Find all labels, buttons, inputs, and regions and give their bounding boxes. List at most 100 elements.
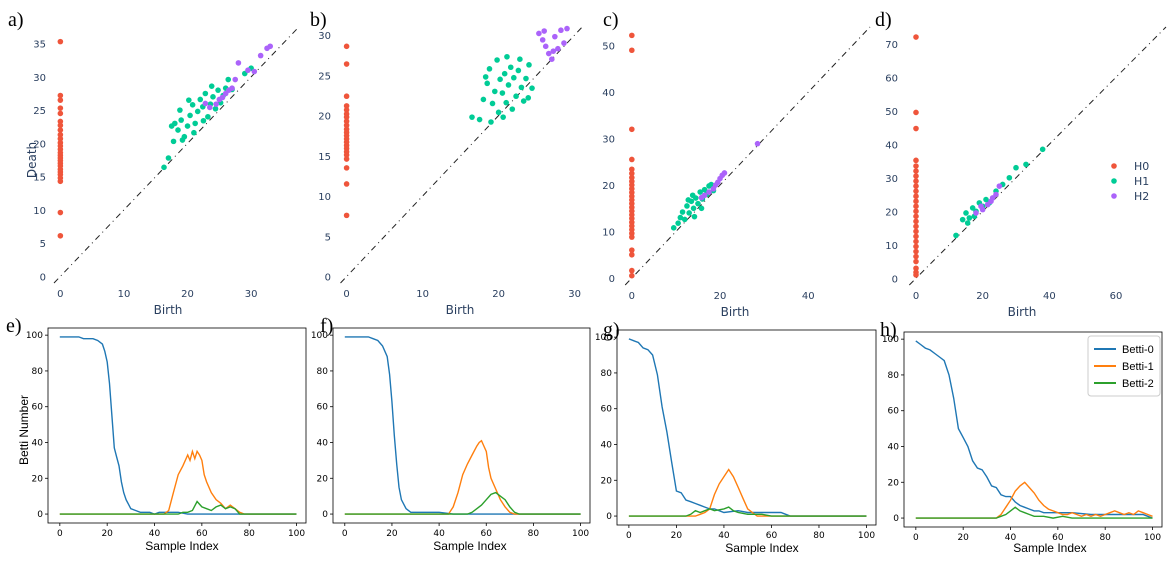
panel-letter: g) [603, 319, 620, 341]
y-tick-label: 15 [318, 152, 331, 163]
y-tick-label: 80 [317, 367, 329, 377]
point-h0 [343, 61, 350, 67]
panel-d: d) 0 20 40 60 0 10 20 30 40 50 60 70 Birth H0 H1 H2 [875, 9, 1167, 319]
point-h1 [469, 114, 475, 120]
point-h1 [690, 205, 697, 212]
point-h0 [343, 165, 350, 171]
panel-letter: e) [6, 315, 22, 337]
point-h0 [913, 203, 919, 210]
point-h0 [913, 188, 919, 194]
y-tick-label: 60 [885, 73, 898, 84]
point-h0 [57, 105, 64, 111]
point-h0 [629, 251, 635, 258]
point-h0 [629, 47, 635, 54]
y-tick-label: 100 [882, 335, 899, 345]
point-h2 [206, 104, 213, 111]
point-h0 [913, 213, 919, 220]
x-tick-label: 80 [528, 529, 540, 539]
point-h1 [197, 96, 204, 103]
point-h1 [1013, 164, 1019, 171]
point-h2 [257, 52, 264, 59]
legend-box [1087, 335, 1161, 397]
point-h1 [504, 53, 510, 60]
y-tick-label: 0 [37, 510, 43, 520]
point-h1 [187, 112, 193, 119]
legend-label: H0 [1134, 160, 1149, 173]
y-tick-label: 20 [33, 139, 46, 150]
y-tick-label: 0 [40, 272, 46, 283]
point-h2 [988, 198, 994, 205]
y-tick-label: 5 [40, 239, 46, 250]
diagonal-line [624, 26, 871, 286]
panel-letter: c) [603, 9, 619, 31]
point-h1 [689, 192, 696, 199]
point-h0 [913, 258, 919, 265]
point-h1 [964, 220, 971, 226]
point-h0 [343, 107, 350, 113]
x-tick-label: 40 [433, 529, 445, 539]
line-betti-2 [628, 506, 867, 517]
y-tick-label: 0 [325, 273, 331, 284]
point-h0 [913, 109, 919, 116]
point-h1 [168, 123, 175, 129]
axes-frame [903, 331, 1163, 528]
point-h0 [343, 122, 350, 129]
point-h1 [523, 75, 529, 82]
y-tick-label: 80 [888, 371, 900, 381]
point-h1 [480, 96, 487, 103]
point-h0 [913, 125, 919, 132]
line-betti-0 [344, 336, 581, 515]
panel-g: g) 0 20 40 60 80 100 0 20 40 60 80 100 Sample Index [595, 319, 877, 555]
panel-letter: a) [8, 9, 24, 31]
point-h0 [913, 238, 919, 245]
point-h1 [192, 120, 198, 127]
diagonal-line [908, 26, 1167, 286]
point-h2 [561, 40, 567, 46]
y-tick-label: 80 [601, 369, 613, 379]
y-tick-label: 100 [26, 331, 43, 341]
point-h1 [184, 123, 191, 129]
x-axis-label: Sample Index [433, 539, 506, 553]
point-h0 [913, 265, 919, 272]
line-betti-0 [59, 336, 297, 515]
x-tick-label: 0 [57, 529, 63, 539]
line-betti-1 [344, 439, 581, 515]
point-h0 [343, 114, 350, 120]
point-h1 [695, 200, 701, 207]
line-betti-1 [628, 468, 867, 517]
x-tick-label: 80 [243, 529, 255, 539]
point-h1 [511, 74, 517, 81]
y-tick-label: 0 [893, 514, 899, 524]
x-tick-label: 0 [343, 289, 349, 300]
point-h1 [1039, 146, 1046, 153]
point-h0 [629, 267, 635, 274]
y-tick-label: 20 [885, 207, 898, 218]
point-h1 [161, 164, 167, 171]
y-tick-label: 20 [601, 476, 613, 486]
point-h1 [210, 94, 216, 100]
line-betti-2 [59, 500, 297, 515]
point-h0 [913, 208, 919, 215]
point-h0 [343, 43, 350, 50]
legend-label: Betti-1 [1122, 361, 1154, 373]
y-tick-label: 30 [602, 135, 615, 146]
x-tick-label: 60 [481, 529, 493, 539]
point-h1 [489, 100, 496, 107]
point-h2 [978, 203, 984, 210]
point-h1 [189, 101, 196, 108]
point-h2 [564, 25, 570, 32]
point-h0 [57, 127, 64, 133]
x-tick-label: 100 [858, 531, 875, 541]
point-h0 [913, 248, 919, 255]
point-h1 [200, 117, 207, 124]
point-h0 [913, 178, 919, 184]
x-tick-label: 40 [149, 529, 161, 539]
point-h0 [57, 110, 64, 117]
y-tick-label: 60 [888, 407, 900, 417]
point-h1 [515, 67, 522, 74]
point-h1 [1006, 174, 1013, 181]
point-h1 [170, 138, 177, 145]
point-h1 [708, 181, 715, 188]
point-h1 [505, 82, 512, 88]
